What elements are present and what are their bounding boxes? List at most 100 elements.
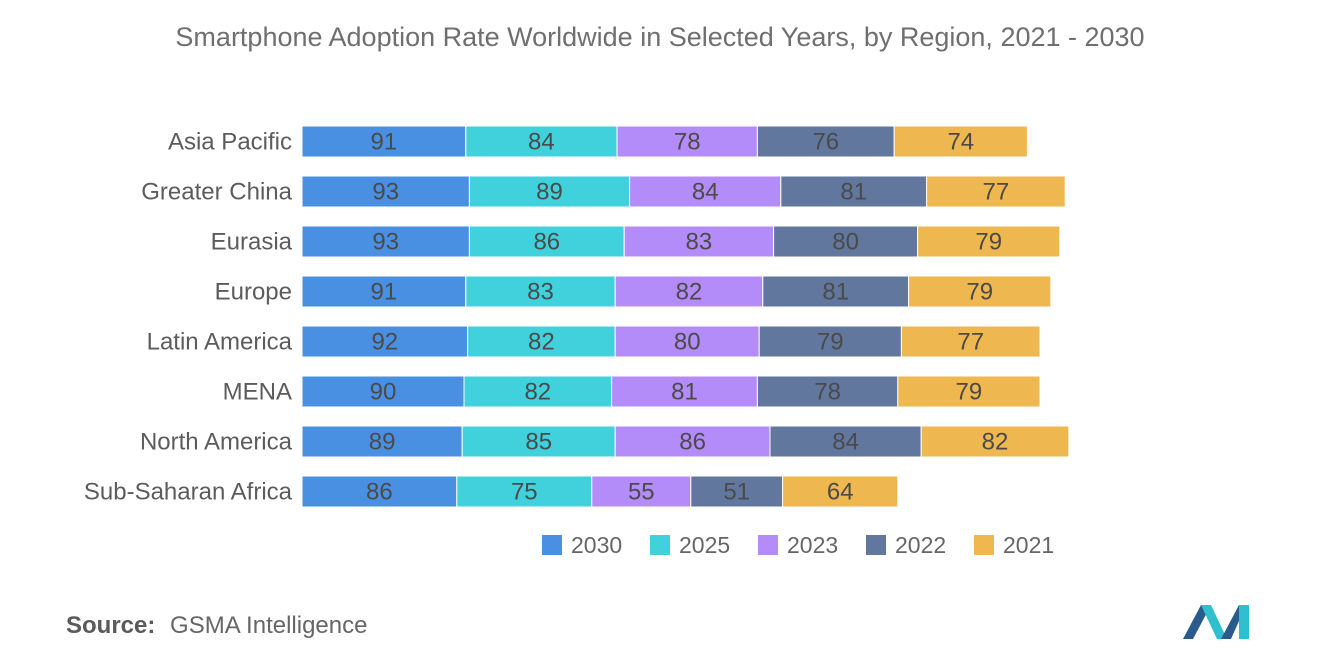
legend: 2030 2025 2023 2022 2021 <box>542 532 1054 558</box>
bar-north-america-2030 <box>301 425 463 458</box>
legend-label-2030: 2030 <box>571 532 622 558</box>
bar-north-america-2023 <box>614 425 771 458</box>
data-label-asia-pacific-2030: 91 <box>371 129 398 156</box>
legend-label-2022: 2022 <box>895 532 946 558</box>
data-label-greater-china-2021: 77 <box>983 179 1010 206</box>
data-label-asia-pacific-2022: 76 <box>812 129 839 156</box>
legend-swatch-2030 <box>542 535 562 555</box>
category-label-eurasia: Eurasia <box>211 229 293 256</box>
data-label-mena-2023: 81 <box>671 379 698 406</box>
data-label-latin-america-2022: 79 <box>817 329 844 356</box>
legend-swatch-2021 <box>974 535 994 555</box>
bar-greater-china-2022 <box>780 175 928 208</box>
category-label-mena: MENA <box>223 379 292 406</box>
bar-asia-pacific-2023 <box>616 125 758 158</box>
data-label-mena-2021: 79 <box>956 379 983 406</box>
data-label-europe-2025: 83 <box>527 279 554 306</box>
data-label-mena-2025: 82 <box>524 379 551 406</box>
bars-group: Asia Pacific 91 84 78 76 74 Greater China 93 89 8… <box>84 125 1070 508</box>
data-label-sub-saharan-africa-2021: 64 <box>827 479 854 506</box>
source-note: Source: GSMA Intelligence <box>66 612 367 640</box>
data-label-greater-china-2023: 84 <box>692 179 719 206</box>
bar-asia-pacific-2025 <box>465 125 618 158</box>
data-label-sub-saharan-africa-2025: 75 <box>511 479 538 506</box>
bar-mena-2022 <box>756 375 899 408</box>
bar-asia-pacific-2022 <box>756 125 895 158</box>
legend-swatch-2022 <box>866 535 886 555</box>
data-label-eurasia-2025: 86 <box>533 229 560 256</box>
data-label-north-america-2023: 86 <box>679 429 706 456</box>
bar-north-america-2021 <box>920 425 1070 458</box>
bar-greater-china-2021 <box>926 175 1066 208</box>
logo-shape-left <box>1183 605 1211 639</box>
legend-swatch-2023 <box>758 535 778 555</box>
data-label-latin-america-2030: 92 <box>371 329 398 356</box>
bar-latin-america-2022 <box>758 325 902 358</box>
data-label-eurasia-2022: 80 <box>832 229 859 256</box>
data-label-north-america-2025: 85 <box>525 429 552 456</box>
source-text: GSMA Intelligence <box>170 612 368 639</box>
bar-latin-america-2025 <box>467 325 616 358</box>
bar-sub-saharan-africa-2022 <box>690 475 784 508</box>
data-label-mena-2022: 78 <box>814 379 841 406</box>
bar-eurasia-2025 <box>468 225 625 258</box>
data-label-europe-2021: 79 <box>966 279 993 306</box>
data-label-latin-america-2025: 82 <box>528 329 555 356</box>
category-label-latin-america: Latin America <box>147 329 293 356</box>
bar-greater-china-2030 <box>301 175 470 208</box>
category-label-asia-pacific: Asia Pacific <box>168 129 292 156</box>
bar-europe-2030 <box>301 275 467 308</box>
category-label-greater-china: Greater China <box>141 179 292 206</box>
bar-asia-pacific-2030 <box>301 125 467 158</box>
bar-mena-2021 <box>897 375 1041 408</box>
legend-label-2023: 2023 <box>787 532 838 558</box>
bar-europe-2022 <box>762 275 910 308</box>
bar-europe-2021 <box>908 275 1052 308</box>
category-label-north-america: North America <box>140 429 293 456</box>
data-label-north-america-2030: 89 <box>369 429 396 456</box>
category-label-sub-saharan-africa: Sub-Saharan Africa <box>84 479 293 506</box>
data-label-eurasia-2023: 83 <box>686 229 713 256</box>
stacked-bar-chart: Asia Pacific 91 84 78 76 74 Greater China 93 89 8… <box>84 125 1070 558</box>
mordor-intelligence-logo-icon <box>1183 605 1249 639</box>
data-label-europe-2022: 81 <box>822 279 849 306</box>
bar-asia-pacific-2021 <box>893 125 1028 158</box>
data-label-greater-china-2030: 93 <box>372 179 399 206</box>
source-label: Source: <box>66 612 156 639</box>
bar-europe-2025 <box>465 275 616 308</box>
data-label-sub-saharan-africa-2022: 51 <box>723 479 750 506</box>
data-label-north-america-2021: 82 <box>982 429 1009 456</box>
data-label-asia-pacific-2025: 84 <box>528 129 555 156</box>
logo-shape-mid <box>1201 605 1227 639</box>
data-label-eurasia-2030: 93 <box>372 229 399 256</box>
category-label-europe: Europe <box>215 279 292 306</box>
data-label-sub-saharan-africa-2030: 86 <box>366 479 393 506</box>
bar-mena-2030 <box>301 375 465 408</box>
bar-sub-saharan-africa-2023 <box>591 475 692 508</box>
data-label-latin-america-2023: 80 <box>674 329 701 356</box>
bar-eurasia-2021 <box>917 225 1061 258</box>
legend-label-2021: 2021 <box>1003 532 1054 558</box>
data-label-mena-2030: 90 <box>370 379 397 406</box>
bar-greater-china-2023 <box>629 175 782 208</box>
data-label-asia-pacific-2023: 78 <box>674 129 701 156</box>
data-label-europe-2030: 91 <box>371 279 398 306</box>
legend-label-2025: 2025 <box>679 532 730 558</box>
data-label-asia-pacific-2021: 74 <box>947 129 974 156</box>
bar-eurasia-2023 <box>623 225 775 258</box>
legend-swatch-2025 <box>650 535 670 555</box>
bar-eurasia-2022 <box>773 225 919 258</box>
bar-europe-2023 <box>614 275 764 308</box>
bar-sub-saharan-africa-2021 <box>782 475 899 508</box>
chart-title: Smartphone Adoption Rate Worldwide in Se… <box>175 22 1145 52</box>
logo-shape-right-a <box>1221 605 1239 639</box>
data-label-north-america-2022: 84 <box>832 429 859 456</box>
bar-latin-america-2023 <box>614 325 760 358</box>
data-label-greater-china-2025: 89 <box>536 179 563 206</box>
logo-shape-right-b <box>1239 605 1249 639</box>
bar-eurasia-2030 <box>301 225 470 258</box>
bar-latin-america-2021 <box>900 325 1041 358</box>
data-label-europe-2023: 82 <box>676 279 703 306</box>
bar-latin-america-2030 <box>301 325 469 358</box>
data-label-latin-america-2021: 77 <box>957 329 984 356</box>
